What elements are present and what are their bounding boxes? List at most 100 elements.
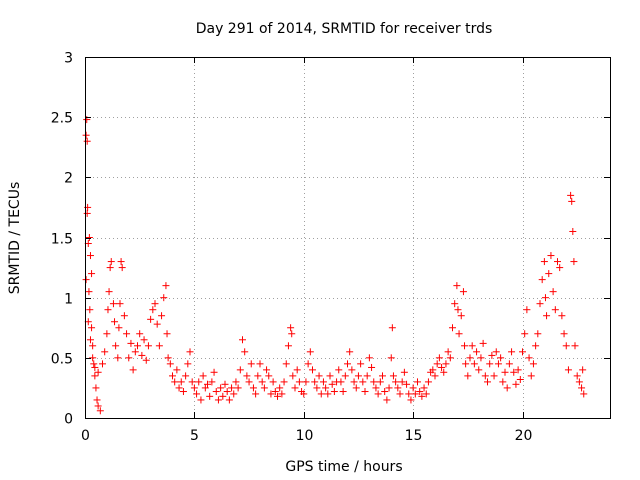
data-point: [258, 378, 266, 386]
data-point: [424, 378, 432, 386]
data-point: [473, 348, 481, 356]
data-point: [177, 378, 185, 386]
data-point: [578, 384, 586, 392]
data-point: [571, 342, 579, 350]
data-point: [289, 372, 297, 380]
data-point: [241, 348, 249, 356]
data-point: [357, 360, 365, 368]
data-point: [319, 378, 327, 386]
data-point: [101, 348, 109, 356]
data-point: [300, 390, 308, 398]
data-point: [514, 366, 522, 374]
data-point: [104, 306, 112, 314]
data-point: [394, 384, 402, 392]
data-point: [293, 366, 301, 374]
data-point: [193, 390, 201, 398]
data-point: [503, 384, 511, 392]
data-point: [249, 384, 257, 392]
data-point: [254, 372, 262, 380]
data-point: [570, 258, 578, 266]
data-point: [368, 363, 376, 371]
data-point: [232, 378, 240, 386]
data-point: [114, 354, 122, 362]
data-point: [488, 351, 496, 359]
data-point: [420, 384, 428, 392]
data-point: [208, 378, 216, 386]
y-tick-label: 1.5: [51, 232, 73, 248]
data-point: [379, 372, 386, 380]
data-point: [405, 390, 413, 398]
data-point: [109, 300, 117, 308]
data-point: [477, 354, 485, 362]
data-point: [372, 384, 380, 392]
data-points: [82, 116, 588, 415]
data-point: [153, 320, 161, 328]
data-point: [142, 356, 150, 364]
data-point: [322, 384, 330, 392]
data-point: [400, 368, 408, 376]
data-point: [91, 372, 99, 380]
data-point: [461, 342, 469, 350]
data-point: [94, 368, 102, 376]
data-point: [287, 324, 295, 332]
data-point: [389, 372, 397, 380]
data-point: [243, 372, 251, 380]
data-point: [127, 339, 135, 347]
grid: [85, 57, 610, 418]
data-point: [247, 360, 255, 368]
y-tick-label: 0.5: [51, 352, 73, 368]
data-point: [171, 378, 179, 386]
data-point: [173, 366, 181, 374]
data-point: [85, 288, 93, 296]
data-point: [494, 360, 502, 368]
data-point: [96, 407, 104, 415]
data-point: [479, 339, 487, 347]
data-point: [385, 384, 393, 392]
data-point: [392, 378, 400, 386]
data-point: [317, 390, 325, 398]
data-point: [88, 270, 96, 278]
data-point: [201, 384, 209, 392]
data-point: [265, 372, 273, 380]
data-point: [569, 227, 577, 235]
data-point: [125, 354, 133, 362]
y-tick-label: 0: [64, 412, 73, 428]
x-axis-label: GPS time / hours: [285, 459, 402, 475]
data-point: [86, 252, 94, 260]
data-point: [93, 396, 101, 404]
data-point: [158, 312, 166, 320]
data-point: [155, 342, 163, 350]
data-point: [519, 348, 526, 356]
data-point: [451, 300, 459, 308]
data-point: [88, 324, 96, 332]
data-point: [529, 360, 537, 368]
data-point: [117, 258, 125, 266]
data-point: [554, 258, 561, 266]
data-point: [263, 366, 271, 374]
data-point: [182, 372, 190, 380]
data-point: [149, 306, 157, 314]
data-point: [306, 348, 314, 356]
data-point: [85, 234, 93, 241]
data-point: [403, 380, 411, 388]
data-point: [370, 378, 378, 386]
data-point: [311, 378, 319, 386]
y-tick-label: 3: [64, 51, 73, 67]
x-tick-label: 15: [405, 428, 423, 444]
data-point: [271, 388, 279, 396]
data-point: [449, 324, 456, 332]
data-point: [534, 330, 542, 338]
data-point: [280, 378, 288, 386]
data-point: [562, 342, 570, 350]
data-point: [446, 354, 454, 362]
data-point: [99, 360, 106, 368]
data-point: [86, 306, 94, 314]
data-point: [230, 390, 238, 398]
data-point: [120, 312, 128, 320]
data-point: [457, 312, 465, 320]
data-point: [123, 330, 131, 338]
data-point: [521, 330, 529, 338]
data-point: [103, 330, 111, 338]
data-point: [234, 384, 242, 392]
data-point: [525, 354, 533, 362]
